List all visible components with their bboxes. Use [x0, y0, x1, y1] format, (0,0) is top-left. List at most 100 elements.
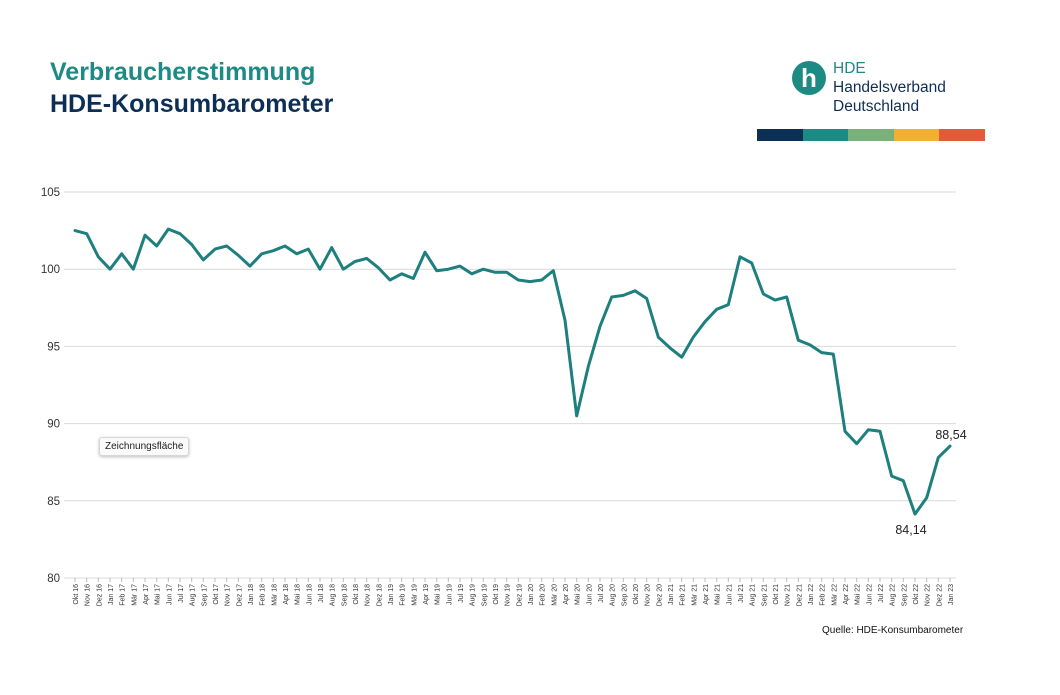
x-tick-label: Dez 18: [376, 584, 383, 606]
x-tick-label: Jan 21: [668, 584, 675, 605]
x-tick-label: Jul 21: [738, 584, 745, 603]
x-tick-label: Sep 22: [901, 584, 908, 606]
x-tick-label: Feb 20: [540, 584, 547, 606]
x-tick-label: Okt 20: [633, 584, 640, 605]
x-tick-label: Sep 19: [481, 584, 488, 606]
x-tick-label: Sep 18: [341, 584, 348, 606]
y-tick-label: 105: [41, 187, 60, 199]
x-tick-label: Nov 22: [925, 584, 932, 606]
grid-lines: [64, 191, 956, 579]
x-tick-label: Sep 21: [761, 584, 768, 606]
data-label: 84,14: [895, 523, 926, 537]
x-tick-label: Jul 22: [878, 584, 885, 603]
x-tick-label: Mär 22: [831, 584, 838, 606]
x-axis-ticks: Okt 16 Nov 16 Dez 16 Jan 17 Feb 17 Mär 17 Apr …: [73, 578, 955, 606]
x-tick-label: Apr 21: [703, 584, 710, 605]
x-tick-label: Dez 16: [96, 584, 103, 606]
x-tick-label: Okt 22: [913, 584, 920, 605]
logo-line-2: Handelsverband: [833, 79, 946, 96]
x-tick-label: Okt 17: [213, 584, 220, 605]
stripe-segment-2: [802, 129, 849, 141]
brand-color-stripe: [757, 129, 985, 141]
x-tick-label: Nov 17: [225, 584, 232, 606]
x-tick-label: Jan 17: [108, 584, 115, 605]
logo-line-3: Deutschland: [833, 98, 920, 115]
y-axis-ticks: 80 85 90 95 100 105: [41, 187, 60, 585]
series-line: [73, 227, 952, 516]
source-note: Quelle: HDE-Konsumbarometer: [822, 625, 964, 636]
x-tick-label: Jul 18: [318, 584, 325, 603]
x-tick-label: Mär 18: [271, 584, 278, 606]
x-tick-label: Sep 17: [201, 584, 208, 606]
x-tick-label: Jun 19: [446, 584, 453, 605]
x-tick-label: Okt 21: [773, 584, 780, 605]
x-tick-label: Jun 22: [866, 584, 873, 605]
x-tick-label: Jun 21: [726, 584, 733, 605]
x-tick-label: Nov 16: [85, 584, 92, 606]
x-tick-label: Jan 20: [528, 584, 535, 605]
x-tick-label: Aug 17: [190, 584, 197, 606]
x-tick-label: Mär 19: [411, 584, 418, 606]
hde-logo-text: HDE Handelsverband Deutschland: [833, 59, 946, 116]
x-tick-label: Mai 19: [435, 584, 442, 605]
x-tick-label: Jun 17: [166, 584, 173, 605]
hde-logo: h HDE Handelsverband Deutschland: [792, 58, 992, 120]
x-tick-label: Jul 20: [598, 584, 605, 603]
x-tick-label: Mär 20: [551, 584, 558, 606]
x-tick-label: Mär 17: [131, 584, 138, 606]
x-tick-label: Mai 22: [855, 584, 862, 605]
data-label: 88,54: [935, 428, 966, 442]
logo-line-1: HDE: [833, 60, 866, 77]
x-tick-label: Feb 17: [120, 584, 127, 606]
x-tick-label: Feb 21: [680, 584, 687, 606]
x-tick-label: Feb 18: [260, 584, 267, 606]
x-tick-label: Apr 19: [423, 584, 430, 605]
y-tick-label: 95: [47, 341, 60, 353]
x-tick-label: Dez 21: [796, 584, 803, 606]
x-tick-label: Nov 20: [645, 584, 652, 606]
x-tick-label: Aug 22: [890, 584, 897, 606]
x-tick-label: Sep 20: [621, 584, 628, 606]
hde-logo-mark-letter: h: [801, 63, 817, 93]
x-tick-label: Jan 18: [248, 584, 255, 605]
y-tick-label: 85: [47, 496, 60, 508]
x-tick-label: Apr 20: [563, 584, 570, 605]
x-tick-label: Jan 22: [808, 584, 815, 605]
x-tick-label: Apr 18: [283, 584, 290, 605]
x-tick-label: Aug 18: [330, 584, 337, 606]
x-tick-label: Aug 21: [750, 584, 757, 606]
plot-area-tooltip: Zeichnungsfläche: [99, 437, 190, 456]
x-tick-label: Jan 23: [948, 584, 955, 605]
x-tick-label: Feb 22: [820, 584, 827, 606]
x-tick-label: Jun 18: [306, 584, 313, 605]
stripe-segment-3: [848, 129, 894, 141]
x-tick-label: Dez 17: [236, 584, 243, 606]
x-tick-label: Mai 20: [575, 584, 582, 605]
series-layer: [73, 227, 952, 516]
x-tick-label: Nov 21: [785, 584, 792, 606]
x-tick-label: Dez 19: [516, 584, 523, 606]
stripe-segment-1: [757, 129, 803, 141]
x-tick-label: Nov 18: [365, 584, 372, 606]
stripe-segment-4: [893, 129, 940, 141]
x-tick-label: Mai 17: [155, 584, 162, 605]
x-tick-label: Apr 17: [143, 584, 150, 605]
x-tick-label: Okt 16: [73, 584, 80, 605]
y-tick-label: 90: [47, 419, 60, 431]
x-tick-label: Jul 17: [178, 584, 185, 603]
x-tick-label: Apr 22: [843, 584, 850, 605]
x-tick-label: Okt 19: [493, 584, 500, 605]
x-tick-label: Aug 20: [610, 584, 617, 606]
x-tick-label: Jan 19: [388, 584, 395, 605]
y-tick-label: 100: [41, 264, 60, 276]
title-line-2: HDE-Konsumbarometer: [50, 90, 334, 118]
x-tick-label: Mai 21: [715, 584, 722, 605]
x-tick-label: Nov 19: [505, 584, 512, 606]
x-tick-label: Aug 19: [470, 584, 477, 606]
title-line-1: Verbraucherstimmung: [50, 58, 316, 86]
x-tick-label: Feb 19: [400, 584, 407, 606]
x-tick-label: Jul 19: [458, 584, 465, 603]
y-tick-label: 80: [47, 573, 60, 585]
x-tick-label: Dez 22: [936, 584, 943, 606]
